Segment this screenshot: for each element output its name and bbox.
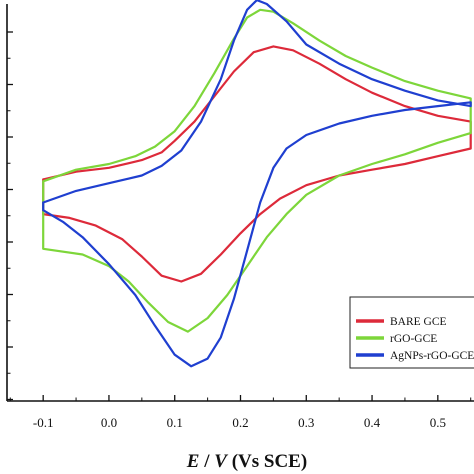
x-tick-label-0: -0.1	[33, 415, 54, 430]
x-axis-title-separator: /	[199, 451, 214, 472]
x-tick-label-2: 0.1	[167, 415, 183, 430]
x-axis-title-unit-symbol: V	[214, 451, 228, 472]
legend-label-2: AgNPs-rGO-GCE	[390, 350, 474, 362]
x-axis-title: E / V (Vs SCE)	[186, 451, 307, 472]
legend-label-1: rGO-GCE	[390, 333, 437, 345]
x-tick-label-4: 0.3	[298, 415, 314, 430]
series-line-1	[42, 8, 472, 333]
x-tick-label-6: 0.5	[430, 415, 446, 430]
x-tick-label-1: 0.0	[101, 415, 117, 430]
series-line-0	[42, 45, 472, 283]
series-line-2	[42, 0, 472, 368]
x-tick-label-3: 0.2	[232, 415, 248, 430]
x-axis-title-reference: (Vs SCE)	[227, 451, 307, 472]
legend: BARE GCE rGO-GCE AgNPs-rGO-GCE	[349, 296, 474, 369]
legend-label-0: BARE GCE	[390, 316, 447, 328]
series-layer	[42, 0, 472, 368]
x-axis-title-symbol: E	[186, 451, 200, 472]
x-tick-label-5: 0.4	[364, 415, 381, 430]
axes-layer: -0.1 0.0 0.1 0.2 0.3 0.4 0.5	[6, 4, 474, 430]
